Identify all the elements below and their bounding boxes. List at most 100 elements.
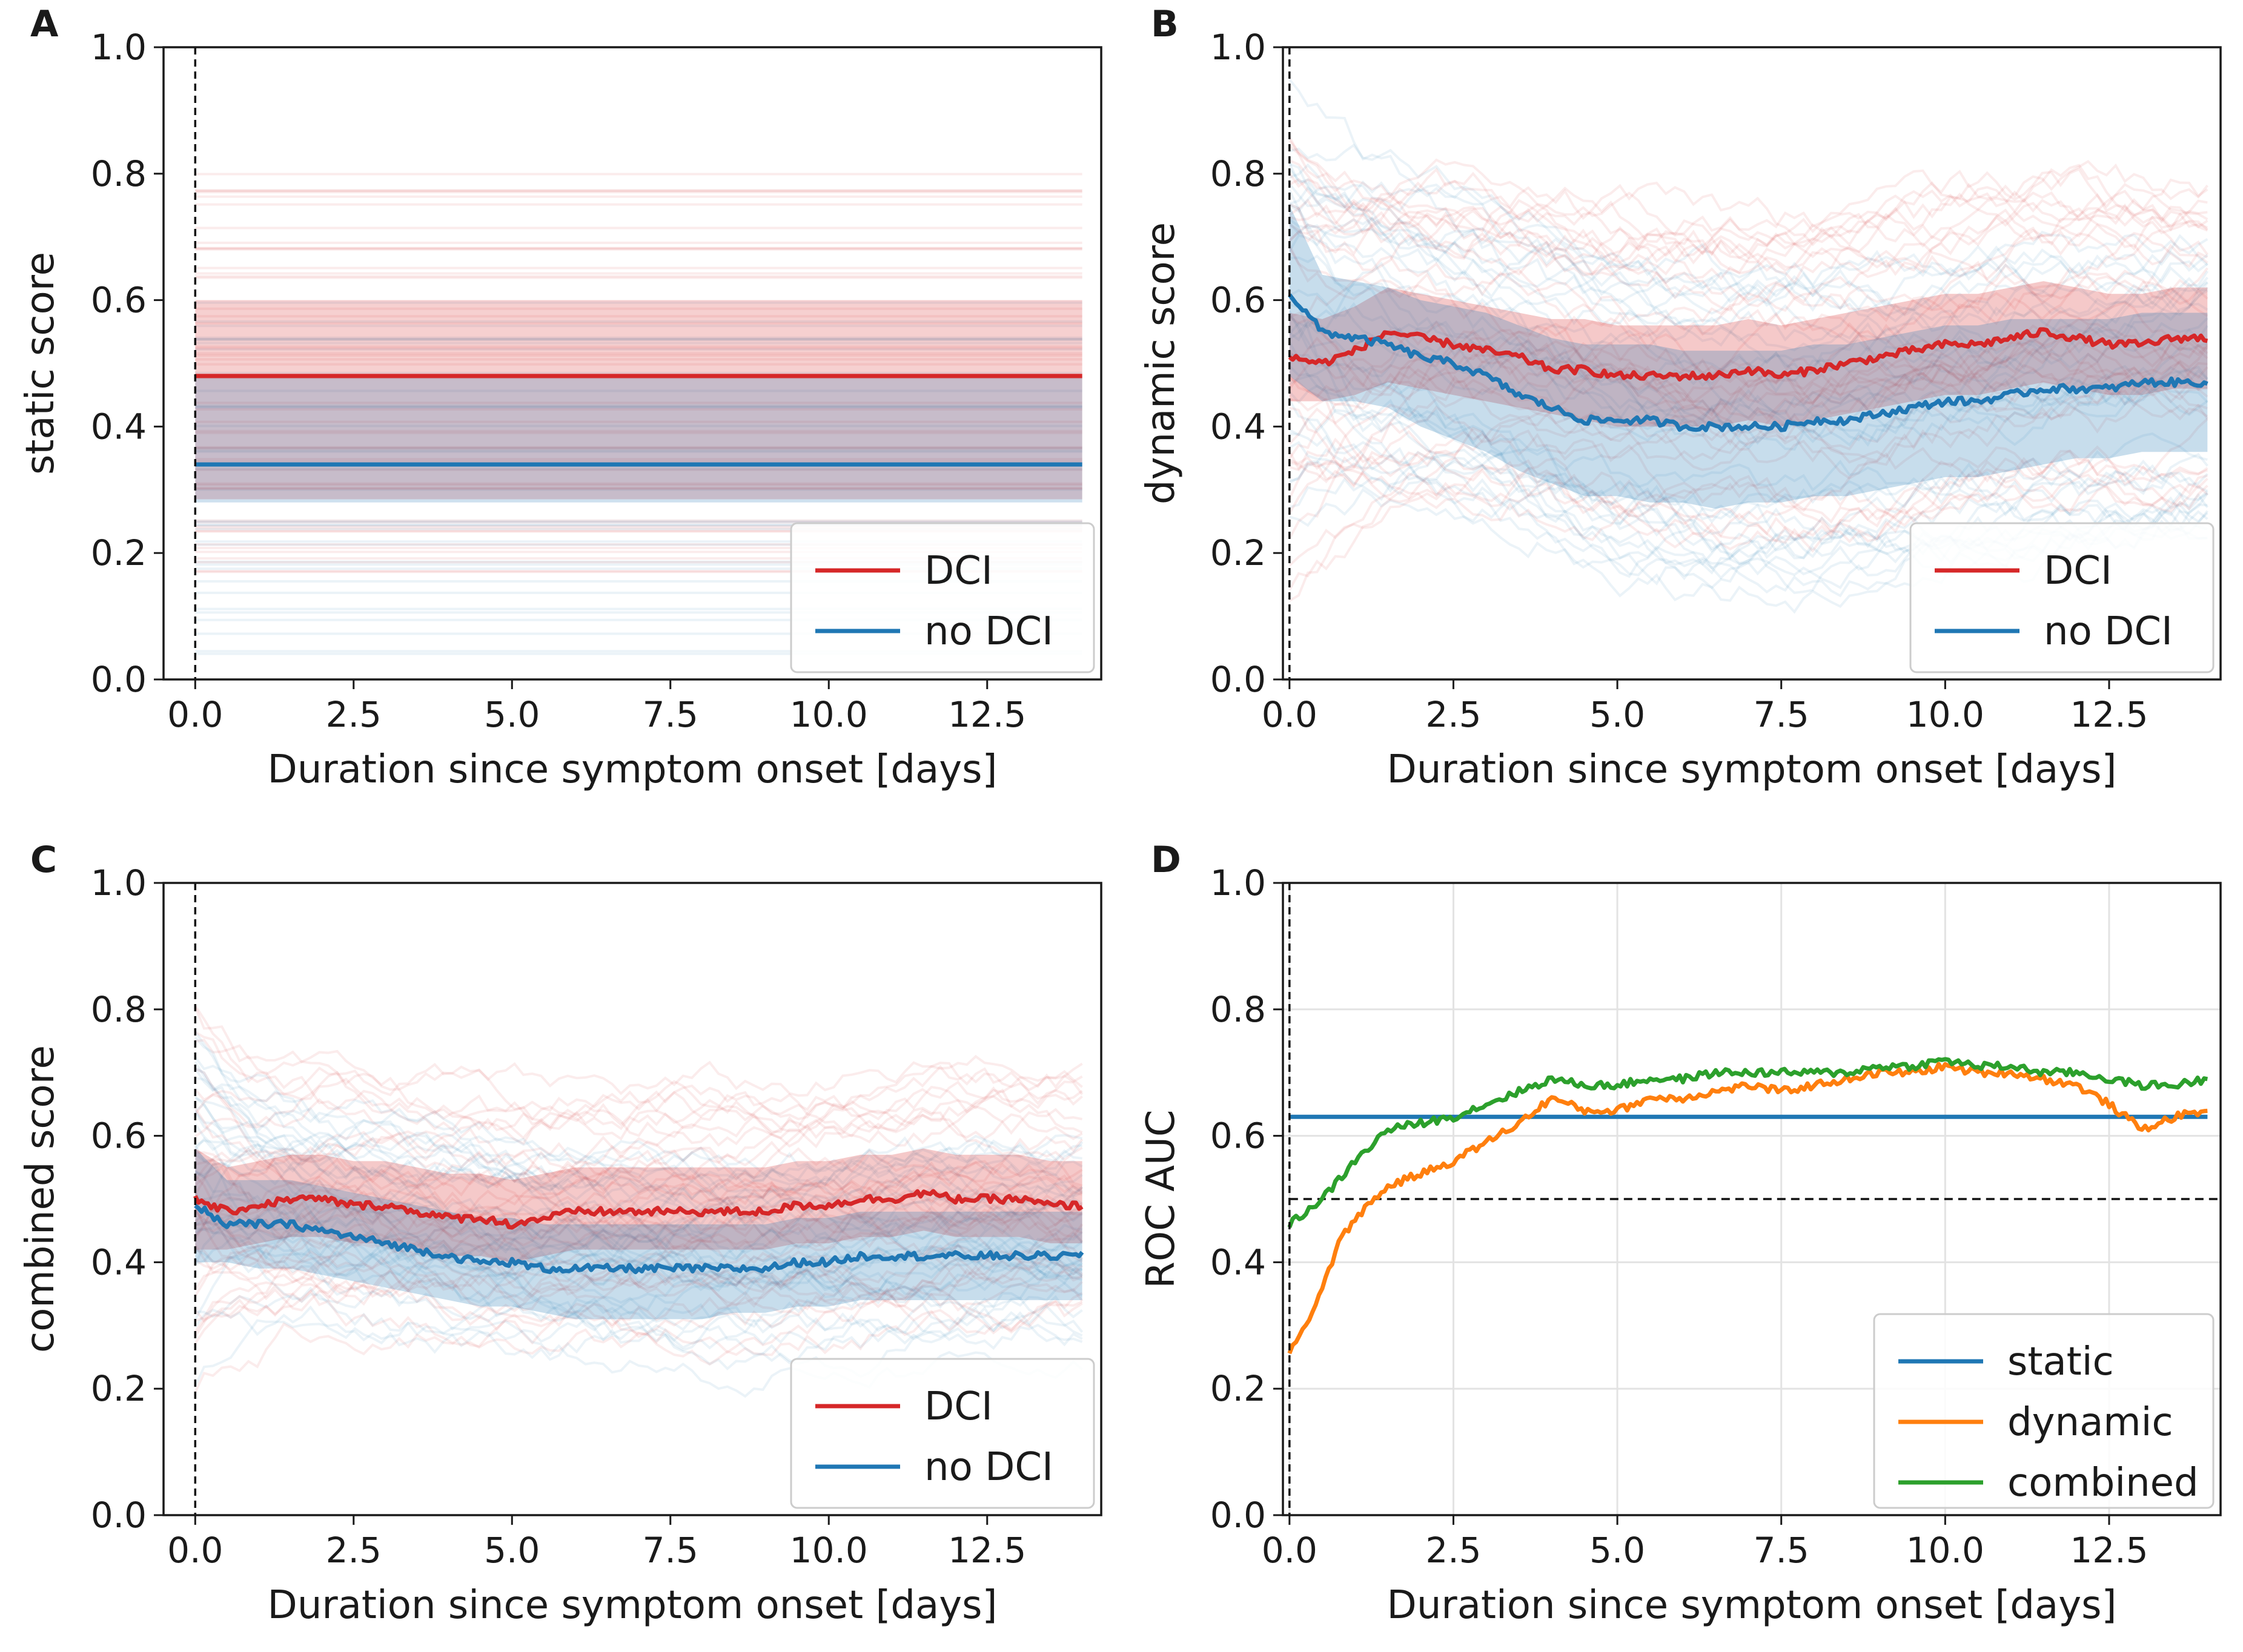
individual-trace xyxy=(194,1191,1083,1332)
series-band-dci xyxy=(195,1148,1082,1263)
legend-label-dci: DCI xyxy=(924,549,993,593)
x-tick-label: 2.5 xyxy=(1425,694,1481,735)
individual-trace xyxy=(194,1137,1083,1217)
legend: DCI no DCI xyxy=(1909,522,2215,673)
y-axis-title: ROC AUC xyxy=(1139,1109,1184,1288)
individual-trace xyxy=(194,1145,1083,1313)
series-line-combined xyxy=(1287,1057,2208,1228)
individual-trace xyxy=(194,1111,1083,1240)
individual-trace xyxy=(1288,183,2208,355)
individual-trace xyxy=(1288,173,2208,281)
individual-trace xyxy=(1288,167,2208,243)
x-axis-title: Duration since symptom onset [days] xyxy=(1387,747,2117,792)
y-tick-label: 0.6 xyxy=(1210,1115,1266,1157)
y-tick-label: 0.0 xyxy=(91,659,147,700)
individual-trace xyxy=(194,1289,1083,1366)
individual-trace xyxy=(194,1244,1084,1338)
y-tick-label: 0.2 xyxy=(1210,532,1266,573)
axes-frame xyxy=(1282,882,2222,1516)
legend-label-combined: combined xyxy=(2007,1461,2199,1505)
series-band-no-dci xyxy=(195,375,1082,503)
individual-trace xyxy=(194,1061,1084,1192)
panel-a: 0.0 2.5 5.0 7.5 10.0 12.5 0.0 0.2 0.4 0.6 0.8 1.0 Du… xyxy=(18,3,1102,792)
individual-trace xyxy=(194,1275,1083,1334)
x-tick-label: 7.5 xyxy=(1754,1530,1809,1571)
x-tick-label: 10.0 xyxy=(790,1530,868,1571)
series-band-no-dci xyxy=(195,1148,1082,1320)
individual-trace xyxy=(194,1146,1083,1205)
individual-trace xyxy=(194,1238,1083,1351)
individual-trace xyxy=(1288,218,2208,397)
individual-trace xyxy=(1288,223,2208,280)
individual-trace xyxy=(1288,456,2208,591)
x-tick-label: 12.5 xyxy=(948,694,1026,735)
individual-trace xyxy=(194,1088,1083,1240)
x-tick-label: 7.5 xyxy=(1754,694,1809,735)
x-tick-label: 7.5 xyxy=(643,694,698,735)
axes-frame xyxy=(162,46,1102,681)
y-axis-title: static score xyxy=(18,252,63,475)
x-tick-label: 5.0 xyxy=(1589,694,1645,735)
y-tick-label: 1.0 xyxy=(1210,27,1266,68)
series-band-dci xyxy=(1289,281,2208,427)
individual-trace xyxy=(194,1068,1083,1212)
individual-trace xyxy=(194,1214,1083,1289)
legend-box xyxy=(790,1358,1095,1509)
panel-letter: C xyxy=(30,839,57,881)
y-tick-label: 0.8 xyxy=(91,989,147,1030)
individual-trace xyxy=(194,1174,1083,1300)
panel-d: 0.0 2.5 5.0 7.5 10.0 12.5 0.0 0.2 0.4 0.6 0.8 1.0 Du… xyxy=(1139,839,2222,1628)
individual-trace xyxy=(1288,193,2208,279)
individual-trace xyxy=(194,1006,1083,1141)
individual-trace xyxy=(1288,78,2208,310)
individual-trace xyxy=(1288,136,2208,247)
individual-trace xyxy=(1289,208,2208,319)
individual-trace xyxy=(195,1140,1083,1226)
y-tick-label: 0.4 xyxy=(91,406,147,447)
individual-trace xyxy=(194,1062,1084,1145)
series-line-no-dci xyxy=(194,1204,1084,1275)
y-tick-label: 0.4 xyxy=(1210,406,1266,447)
individual-trace xyxy=(194,1170,1083,1223)
y-tick-label: 0.4 xyxy=(1210,1241,1266,1283)
legend-label-no-dci: no DCI xyxy=(2044,609,2173,654)
individual-trace xyxy=(1288,183,2208,326)
x-tick-label: 2.5 xyxy=(326,1530,382,1571)
individual-trace xyxy=(194,1258,1084,1310)
individual-trace xyxy=(194,1192,1083,1266)
series-line-no-dci xyxy=(1288,293,2208,432)
individual-trace xyxy=(1288,192,2208,285)
series-line-dci xyxy=(1288,327,2208,382)
y-tick-label: 0.0 xyxy=(1210,659,1266,700)
individual-trace xyxy=(1289,159,2208,265)
x-tick-label: 10.0 xyxy=(1906,694,1984,735)
x-tick-label: 7.5 xyxy=(643,1530,698,1571)
individual-trace xyxy=(194,1005,1083,1121)
x-tick-label: 12.5 xyxy=(2070,694,2148,735)
x-axis-title: Duration since symptom onset [days] xyxy=(268,1583,998,1628)
y-tick-label: 0.4 xyxy=(91,1241,147,1283)
individual-trace xyxy=(1288,409,2208,527)
individual-trace xyxy=(1288,222,2208,353)
y-tick-label: 0.2 xyxy=(91,1368,147,1409)
x-tick-label: 10.0 xyxy=(790,694,868,735)
individual-trace xyxy=(1288,203,2208,323)
x-axis-title: Duration since symptom onset [days] xyxy=(1387,1583,2117,1628)
legend: DCI no DCI xyxy=(790,1358,1095,1509)
individual-trace xyxy=(194,1037,1083,1235)
individual-trace xyxy=(1288,244,2208,349)
individual-trace xyxy=(194,1123,1083,1262)
individual-trace xyxy=(1288,342,2208,525)
individual-trace xyxy=(1288,216,2208,317)
individual-trace xyxy=(1288,314,2208,507)
individual-trace xyxy=(1289,144,2208,291)
individual-trace xyxy=(194,1287,1083,1393)
individual-trace xyxy=(1288,445,2208,567)
legend-label-no-dci: no DCI xyxy=(924,1445,1053,1490)
y-tick-label: 0.2 xyxy=(1210,1368,1266,1409)
individual-trace xyxy=(1288,349,2208,445)
y-axis-title: combined score xyxy=(18,1045,63,1353)
individual-trace xyxy=(1288,289,2208,443)
individual-trace xyxy=(194,1200,1082,1267)
series-band-no-dci xyxy=(1289,205,2208,509)
